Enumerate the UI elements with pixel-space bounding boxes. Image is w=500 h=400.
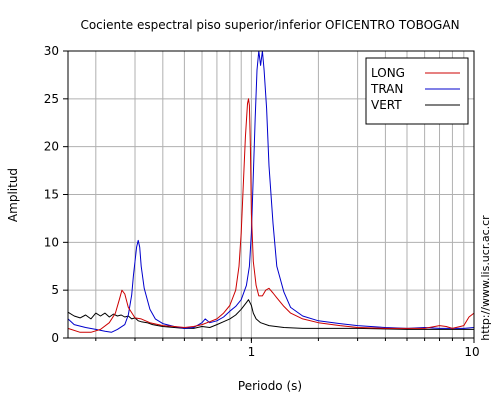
series-layer (67, 50, 475, 333)
y-tick-label: 15 (44, 188, 59, 202)
legend-label-tran: TRAN (370, 82, 403, 96)
x-axis-label: Periodo (s) (238, 379, 302, 393)
y-axis-label: Amplitud (6, 168, 20, 222)
series-line-tran (67, 50, 475, 333)
x-tick-label: 1 (248, 345, 256, 359)
y-tick-label: 25 (44, 92, 59, 106)
y-tick-label: 0 (51, 331, 59, 345)
x-tick-label: 10 (464, 345, 479, 359)
chart-title: Cociente espectral piso superior/inferio… (80, 18, 459, 32)
legend-label-long: LONG (371, 66, 405, 80)
legend-box (365, 57, 469, 125)
legend-label-vert: VERT (371, 98, 402, 112)
source-url: http://www.lis.ucr.ac.cr (479, 215, 492, 341)
y-tick-label: 20 (44, 140, 59, 154)
y-tick-label: 30 (44, 44, 59, 58)
legend: LONG TRAN VERT (365, 57, 469, 125)
series-line-long (67, 98, 475, 333)
series-line-vert (67, 299, 474, 330)
y-tick-label: 10 (44, 235, 59, 249)
axis-ticks: 0 5 10 15 20 25 30 1 10 (44, 44, 480, 359)
y-tick-label: 5 (51, 283, 59, 297)
